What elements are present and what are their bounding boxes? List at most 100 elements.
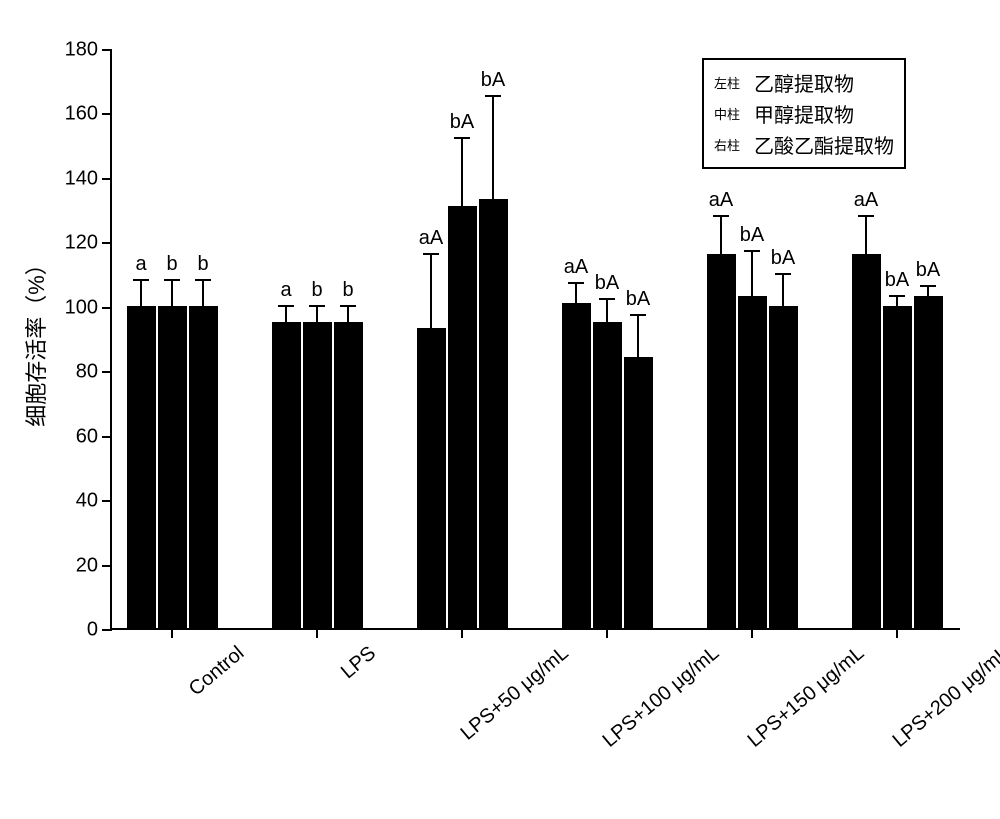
- y-tick-label: 140: [65, 167, 98, 190]
- error-cap: [340, 305, 356, 307]
- error-cap: [630, 314, 646, 316]
- bar: [127, 306, 156, 628]
- significance-label: bA: [595, 272, 619, 295]
- x-tick-label: LPS+50 μg/mL: [457, 642, 574, 745]
- bar: [852, 254, 881, 628]
- y-axis-title: 细胞存活率（%）: [19, 253, 51, 427]
- bar: [593, 322, 622, 628]
- error-cap: [775, 273, 791, 275]
- plot-area: 020406080100120140160180ControlabbLPSabb…: [110, 50, 960, 630]
- x-tick: [316, 628, 318, 638]
- bar: [334, 322, 363, 628]
- significance-label: aA: [709, 189, 733, 212]
- significance-label: bA: [771, 247, 795, 270]
- bar: [769, 306, 798, 628]
- error-bar: [202, 280, 204, 306]
- error-cap: [889, 295, 905, 297]
- significance-label: bA: [481, 69, 505, 92]
- y-tick: [102, 307, 112, 309]
- significance-label: b: [311, 279, 322, 302]
- y-tick-label: 0: [87, 619, 98, 642]
- significance-label: aA: [564, 256, 588, 279]
- x-tick-label: LPS+100 μg/mL: [599, 642, 724, 752]
- legend-row: 右柱乙酸乙酯提取物: [714, 130, 894, 159]
- y-tick-label: 20: [76, 554, 98, 577]
- error-cap: [278, 305, 294, 307]
- error-cap: [454, 137, 470, 139]
- y-tick: [102, 242, 112, 244]
- y-tick: [102, 371, 112, 373]
- y-tick: [102, 178, 112, 180]
- y-tick: [102, 500, 112, 502]
- error-bar: [637, 315, 639, 357]
- legend-row: 中柱甲醇提取物: [714, 99, 894, 128]
- legend-text: 甲醇提取物: [754, 99, 854, 128]
- bar: [417, 328, 446, 628]
- bar: [448, 206, 477, 628]
- bar: [883, 306, 912, 628]
- error-cap: [568, 282, 584, 284]
- significance-label: a: [135, 253, 146, 276]
- x-tick: [171, 628, 173, 638]
- x-tick: [606, 628, 608, 638]
- y-tick: [102, 436, 112, 438]
- legend-col-label: 左柱: [714, 73, 744, 92]
- significance-label: a: [280, 279, 291, 302]
- chart-container: 细胞存活率（%） 020406080100120140160180Control…: [20, 20, 980, 799]
- y-tick: [102, 113, 112, 115]
- error-cap: [713, 215, 729, 217]
- error-cap: [920, 285, 936, 287]
- error-bar: [430, 254, 432, 328]
- x-tick-label: LPS: [337, 642, 381, 684]
- bar: [189, 306, 218, 628]
- error-cap: [744, 250, 760, 252]
- significance-label: aA: [419, 227, 443, 250]
- x-tick-label: Control: [185, 642, 249, 701]
- x-tick-label: LPS+150 μg/mL: [744, 642, 869, 752]
- bar: [914, 296, 943, 628]
- significance-label: b: [166, 253, 177, 276]
- error-bar: [782, 274, 784, 306]
- significance-label: bA: [450, 111, 474, 134]
- error-cap: [164, 279, 180, 281]
- significance-label: aA: [854, 189, 878, 212]
- y-tick-label: 120: [65, 232, 98, 255]
- significance-label: bA: [885, 269, 909, 292]
- bar: [272, 322, 301, 628]
- significance-label: bA: [916, 259, 940, 282]
- bar: [158, 306, 187, 628]
- legend-col-label: 中柱: [714, 104, 744, 123]
- error-cap: [133, 279, 149, 281]
- error-cap: [858, 215, 874, 217]
- error-bar: [347, 306, 349, 322]
- error-cap: [309, 305, 325, 307]
- significance-label: bA: [740, 224, 764, 247]
- error-bar: [751, 251, 753, 296]
- error-bar: [492, 96, 494, 199]
- error-cap: [195, 279, 211, 281]
- y-tick-label: 60: [76, 425, 98, 448]
- y-tick: [102, 565, 112, 567]
- significance-label: b: [197, 253, 208, 276]
- x-tick: [461, 628, 463, 638]
- x-tick: [751, 628, 753, 638]
- y-tick-label: 180: [65, 39, 98, 62]
- bar: [303, 322, 332, 628]
- error-bar: [140, 280, 142, 306]
- error-bar: [865, 216, 867, 255]
- legend-text: 乙醇提取物: [754, 68, 854, 97]
- legend: 左柱乙醇提取物中柱甲醇提取物右柱乙酸乙酯提取物: [702, 58, 906, 169]
- legend-col-label: 右柱: [714, 135, 744, 154]
- error-bar: [575, 283, 577, 302]
- y-tick: [102, 49, 112, 51]
- error-bar: [316, 306, 318, 322]
- y-tick-label: 80: [76, 361, 98, 384]
- error-bar: [606, 299, 608, 322]
- error-cap: [423, 253, 439, 255]
- significance-label: bA: [626, 288, 650, 311]
- error-bar: [285, 306, 287, 322]
- legend-row: 左柱乙醇提取物: [714, 68, 894, 97]
- error-bar: [896, 296, 898, 306]
- legend-text: 乙酸乙酯提取物: [754, 130, 894, 159]
- error-bar: [461, 138, 463, 206]
